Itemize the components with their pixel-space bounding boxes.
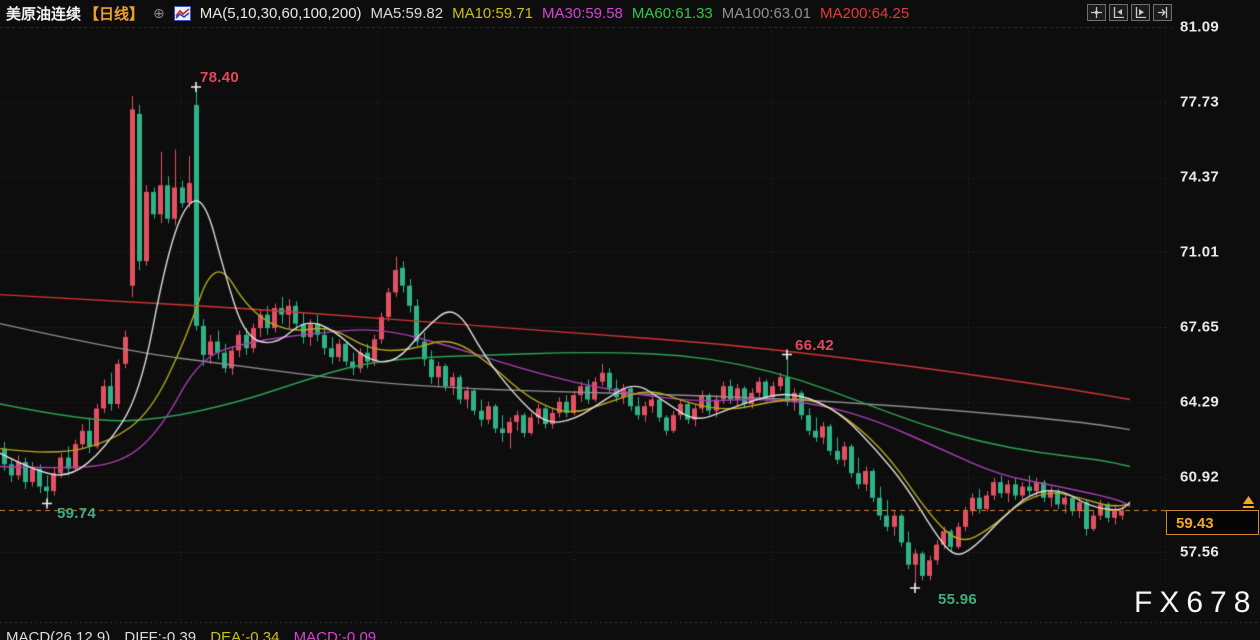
scroll-end-icon xyxy=(1158,7,1168,18)
price-alert-icon[interactable] xyxy=(1240,495,1257,514)
macd-indicator-bar: MACD(26,12,9) DIFF:-0.39 DEA:-0.34 MACD:… xyxy=(6,629,386,640)
ma100-value: MA100:63.01 xyxy=(721,4,811,22)
macd-macd-value: MACD:-0.09 xyxy=(293,629,377,640)
symbol-name: 美原油连续 xyxy=(6,5,82,23)
chart-toolbar xyxy=(1087,4,1172,21)
scroll-start-button[interactable] xyxy=(1109,4,1128,21)
play-scroll-button[interactable] xyxy=(1131,4,1150,21)
add-indicator-icon[interactable]: ⊕ xyxy=(153,5,165,21)
ma60-value: MA60:61.33 xyxy=(631,4,713,22)
axis-tick-label: 77.73 xyxy=(1180,93,1220,111)
macd-dea-value: DEA:-0.34 xyxy=(210,629,280,640)
axis-tick-label: 57.56 xyxy=(1180,543,1220,561)
crosshair-icon xyxy=(1091,7,1102,18)
price-annotation: 55.96 xyxy=(938,591,978,608)
axis-tick-label: 71.01 xyxy=(1180,243,1220,261)
axis-tick-label: 67.65 xyxy=(1180,318,1220,336)
price-annotation: 66.42 xyxy=(795,337,835,354)
axis-tick-label: 64.29 xyxy=(1180,393,1220,411)
chart-header: 美原油连续 【日线】 ⊕ MA(5,10,30,60,100,200) MA5:… xyxy=(6,3,909,23)
scroll-end-button[interactable] xyxy=(1153,4,1172,21)
price-annotation: 59.74 xyxy=(57,505,97,522)
indicator-settings-icon[interactable] xyxy=(173,5,191,21)
current-price-tag: 59.43 xyxy=(1166,510,1259,535)
ma200-value: MA200:64.25 xyxy=(820,4,910,22)
ma5-value: MA5:59.82 xyxy=(370,4,444,22)
axis-tick-label: 81.09 xyxy=(1180,18,1220,36)
crosshair-tool-button[interactable] xyxy=(1087,4,1106,21)
ma-params-label: MA(5,10,30,60,100,200) xyxy=(199,4,362,22)
ma30-value: MA30:59.58 xyxy=(541,4,623,22)
scroll-start-icon xyxy=(1113,7,1124,18)
ma10-value: MA10:59.71 xyxy=(452,4,533,22)
axis-tick-label: 74.37 xyxy=(1180,168,1220,186)
watermark-fx678: FX678 xyxy=(1134,586,1258,619)
price-annotation: 78.40 xyxy=(200,69,240,86)
period-label: 【日线】 xyxy=(84,5,145,23)
play-icon xyxy=(1135,7,1146,18)
macd-params-label: MACD(26,12,9) xyxy=(6,629,111,640)
axis-tick-label: 60.92 xyxy=(1180,468,1220,486)
macd-diff-value: DIFF:-0.39 xyxy=(124,629,197,640)
